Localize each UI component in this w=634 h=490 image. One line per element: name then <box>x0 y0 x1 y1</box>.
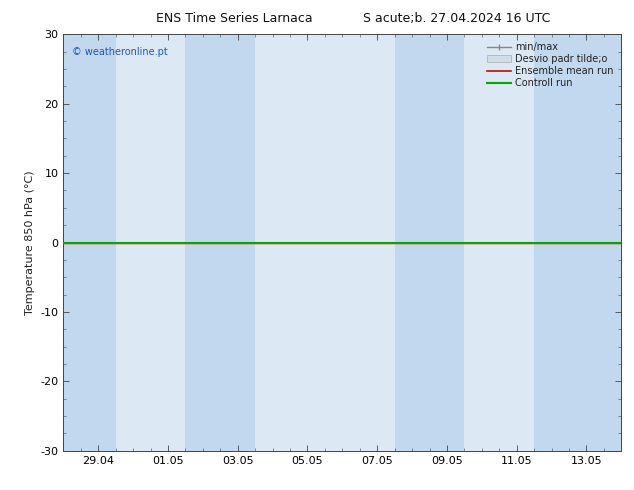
Text: S acute;b. 27.04.2024 16 UTC: S acute;b. 27.04.2024 16 UTC <box>363 12 550 25</box>
Bar <box>185 34 255 451</box>
Legend: min/max, Desvio padr tilde;o, Ensemble mean run, Controll run: min/max, Desvio padr tilde;o, Ensemble m… <box>484 39 616 91</box>
Text: © weatheronline.pt: © weatheronline.pt <box>72 47 167 57</box>
Y-axis label: Temperature 850 hPa (°C): Temperature 850 hPa (°C) <box>25 170 35 315</box>
Text: ENS Time Series Larnaca: ENS Time Series Larnaca <box>156 12 313 25</box>
Bar <box>394 34 464 451</box>
Bar <box>534 34 621 451</box>
Bar <box>63 34 115 451</box>
